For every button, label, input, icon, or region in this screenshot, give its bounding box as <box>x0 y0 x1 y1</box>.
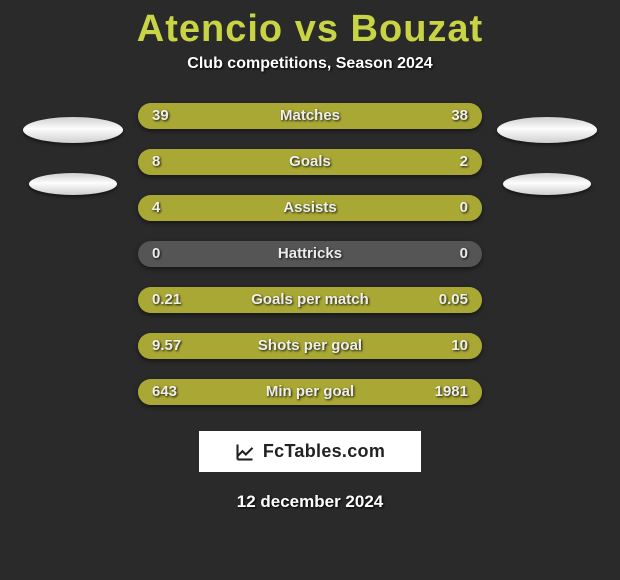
attribution-badge[interactable]: FcTables.com <box>199 431 421 472</box>
player-2-name: Bouzat <box>351 8 484 50</box>
subtitle: Club competitions, Season 2024 <box>187 55 432 73</box>
player-1-club-badge <box>29 173 117 195</box>
right-badges <box>492 103 602 195</box>
attribution-text: FcTables.com <box>263 441 385 462</box>
stat-row: 3938Matches <box>138 103 482 129</box>
stat-label: Goals <box>138 149 482 175</box>
stat-row: 40Assists <box>138 195 482 221</box>
comparison-card: Atencio vs Bouzat Club competitions, Sea… <box>0 0 620 580</box>
stat-label: Shots per goal <box>138 333 482 359</box>
player-2-badge <box>497 117 597 143</box>
stats-column: 3938Matches 82Goals 40Assists 00Hattricks 0.… <box>138 103 482 405</box>
left-badges <box>18 103 128 195</box>
stat-label: Hattricks <box>138 241 482 267</box>
player-1-name: Atencio <box>137 8 283 50</box>
chart-icon <box>235 442 255 462</box>
main-area: 3938Matches 82Goals 40Assists 00Hattricks 0.… <box>0 103 620 405</box>
stat-label: Matches <box>138 103 482 129</box>
stat-row: 0.210.05Goals per match <box>138 287 482 313</box>
stat-row: 82Goals <box>138 149 482 175</box>
date-text: 12 december 2024 <box>237 492 384 512</box>
stat-label: Min per goal <box>138 379 482 405</box>
stat-label: Assists <box>138 195 482 221</box>
player-2-club-badge <box>503 173 591 195</box>
stat-label: Goals per match <box>138 287 482 313</box>
player-1-badge <box>23 117 123 143</box>
stat-row: 6431981Min per goal <box>138 379 482 405</box>
page-title: Atencio vs Bouzat <box>137 8 483 51</box>
stat-row: 00Hattricks <box>138 241 482 267</box>
vs-text: vs <box>283 8 350 50</box>
stat-row: 9.5710Shots per goal <box>138 333 482 359</box>
